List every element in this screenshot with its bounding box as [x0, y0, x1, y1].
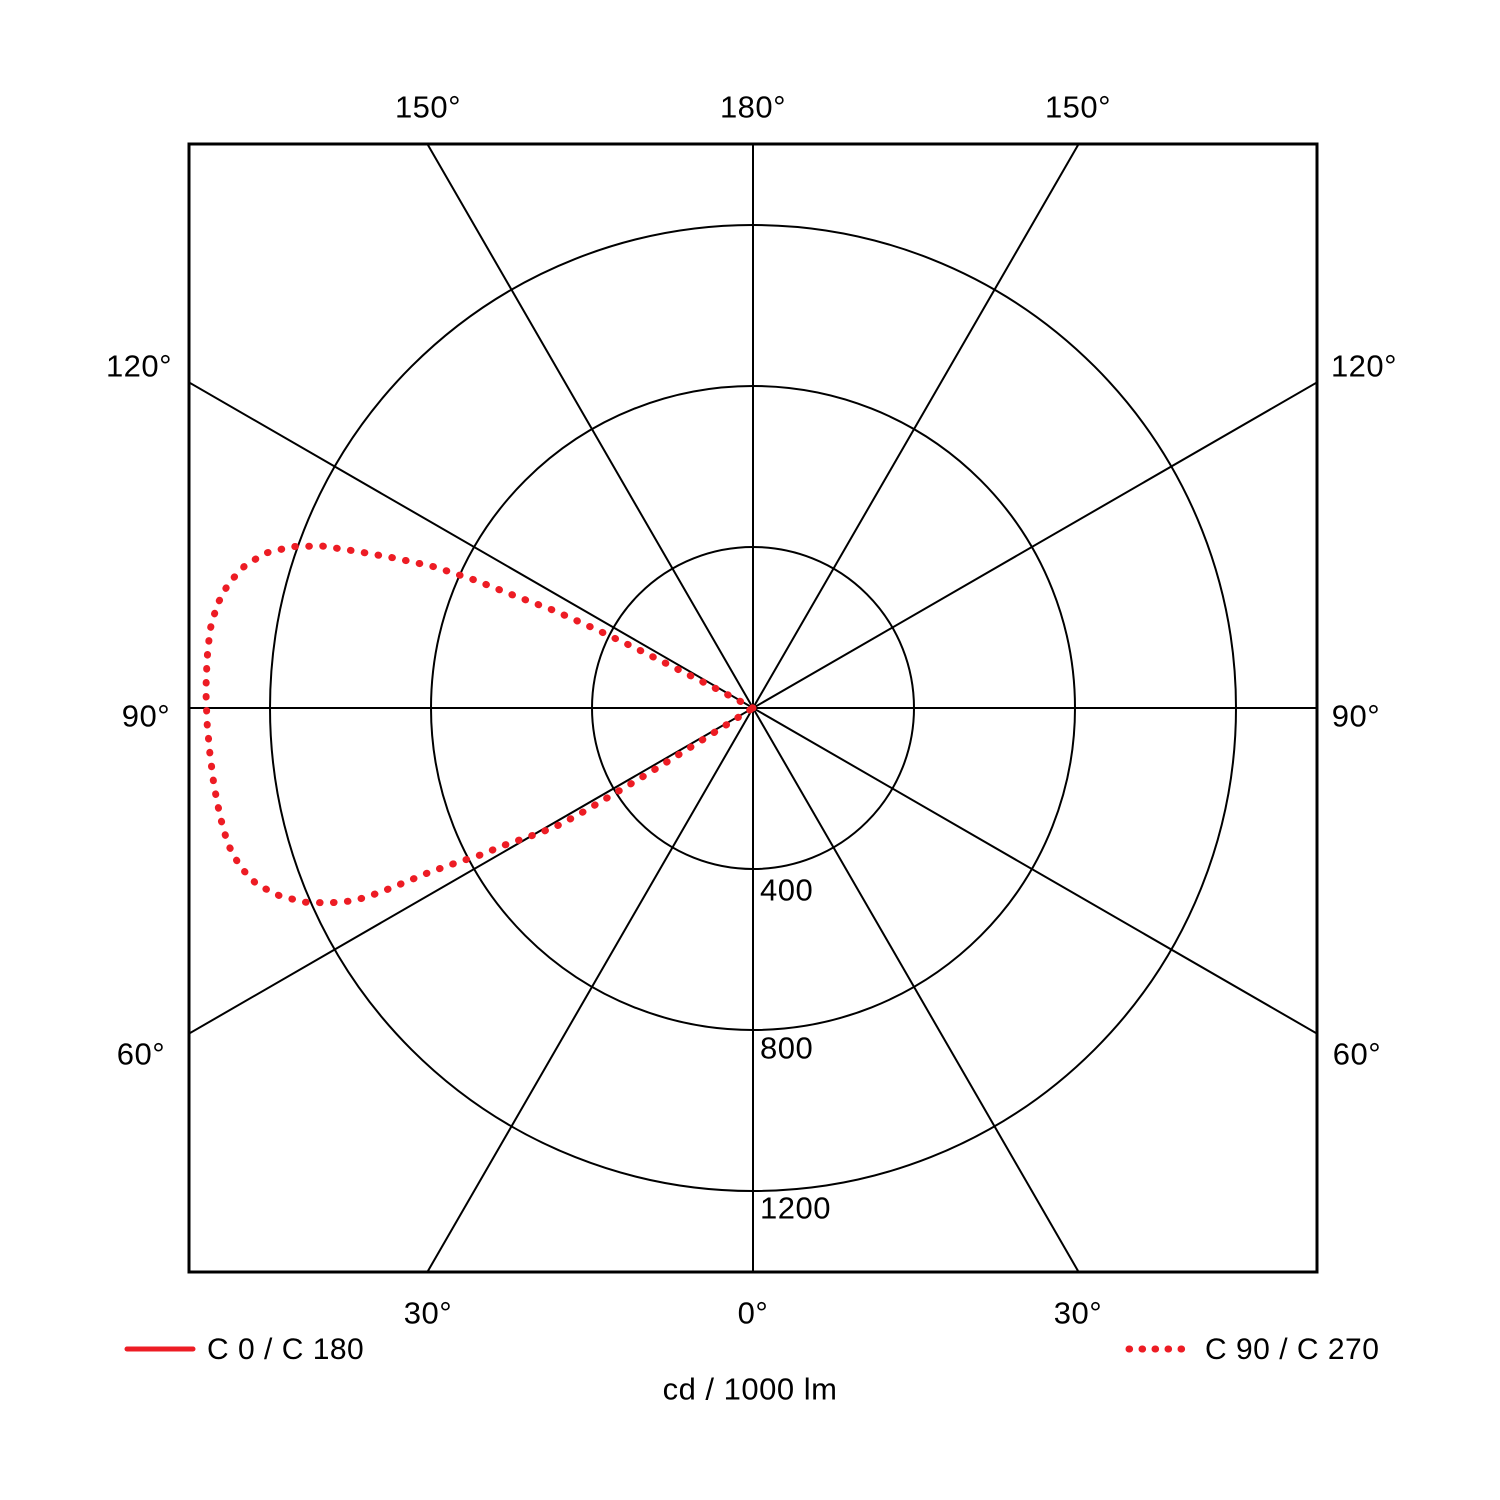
angle-label-top-center: 180°	[719, 89, 787, 125]
angle-label-left-120: 120°	[105, 348, 173, 384]
angle-label-left-90: 90°	[121, 698, 171, 734]
angle-label-bottom-center: 0°	[737, 1295, 769, 1331]
ring-label-800: 800	[760, 1030, 814, 1066]
legend-label-c0-c180: C 0 / C 180	[207, 1333, 365, 1366]
legend-label-c90-c270: C 90 / C 270	[1205, 1333, 1380, 1366]
angle-label-bottom-left: 30°	[403, 1295, 453, 1331]
ring-label-400: 400	[760, 872, 814, 908]
angle-label-right-90: 90°	[1331, 698, 1381, 734]
ring-label-1200: 1200	[760, 1190, 831, 1226]
angle-label-right-60: 60°	[1332, 1036, 1382, 1072]
angle-label-left-60: 60°	[116, 1036, 166, 1072]
units-caption: cd / 1000 lm	[662, 1371, 838, 1407]
angle-label-right-120: 120°	[1330, 348, 1398, 384]
angle-label-top-left: 150°	[394, 89, 462, 125]
angle-label-top-right: 150°	[1044, 89, 1112, 125]
c90-c270-curve	[202, 542, 757, 907]
angle-label-bottom-right: 30°	[1053, 1295, 1103, 1331]
